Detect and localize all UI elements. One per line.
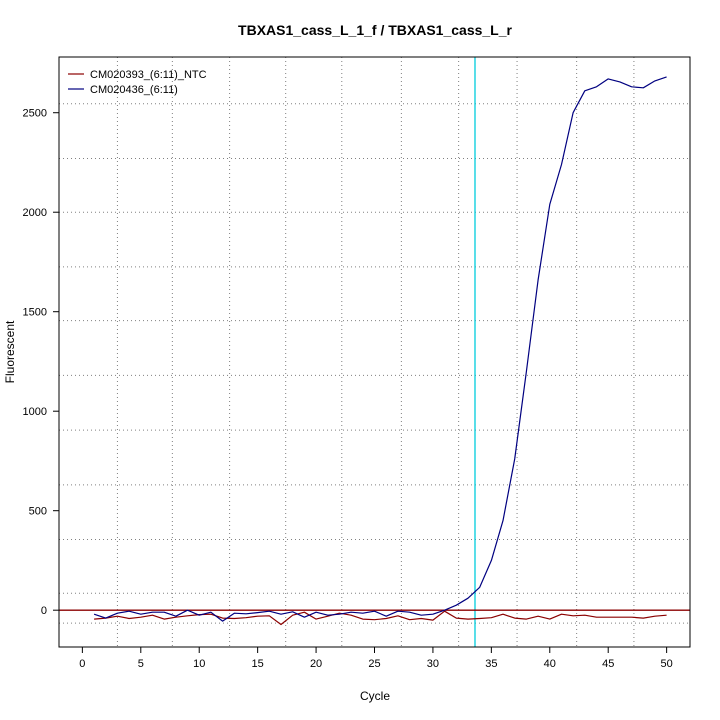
marker-layer (59, 57, 690, 647)
x-tick-label: 10 (193, 658, 205, 670)
x-tick-label: 25 (368, 658, 380, 670)
x-tick-label: 40 (544, 658, 556, 670)
plot-frame (58, 56, 691, 648)
series-layer (93, 76, 667, 626)
x-tick-label: 20 (310, 658, 322, 670)
legend-label-1: CM020393_(6:11)_NTC (90, 69, 207, 81)
x-tick-label: 0 (79, 658, 85, 670)
x-axis: 0 5 10 15 20 25 30 35 40 45 50 (79, 647, 673, 670)
y-tick-label: 2500 (23, 108, 47, 120)
chart-title: TBXAS1_cass_L_1_f / TBXAS1_cass_L_r (238, 22, 512, 38)
x-tick-label: 50 (661, 658, 673, 670)
y-tick-label: 500 (29, 506, 47, 518)
y-tick-label: 0 (41, 605, 47, 617)
x-tick-label: 5 (138, 658, 144, 670)
legend-label-2: CM020436_(6:11) (90, 84, 178, 96)
x-tick-label: 45 (602, 658, 614, 670)
y-tick-label: 1000 (23, 406, 47, 418)
y-axis: 0 500 1000 1500 2000 2500 (23, 108, 59, 617)
y-axis-label: Fluorescent (3, 320, 17, 383)
series-line-2 (93, 76, 667, 622)
x-tick-label: 15 (252, 658, 264, 670)
y-tick-label: 2000 (23, 207, 47, 219)
x-tick-label: 30 (427, 658, 439, 670)
x-tick-label: 35 (485, 658, 497, 670)
legend: CM020393_(6:11)_NTC CM020436_(6:11) (68, 69, 207, 96)
y-tick-label: 1500 (23, 307, 47, 319)
grid-layer (59, 57, 690, 647)
x-axis-label: Cycle (360, 689, 390, 703)
series-line-1 (94, 610, 667, 626)
